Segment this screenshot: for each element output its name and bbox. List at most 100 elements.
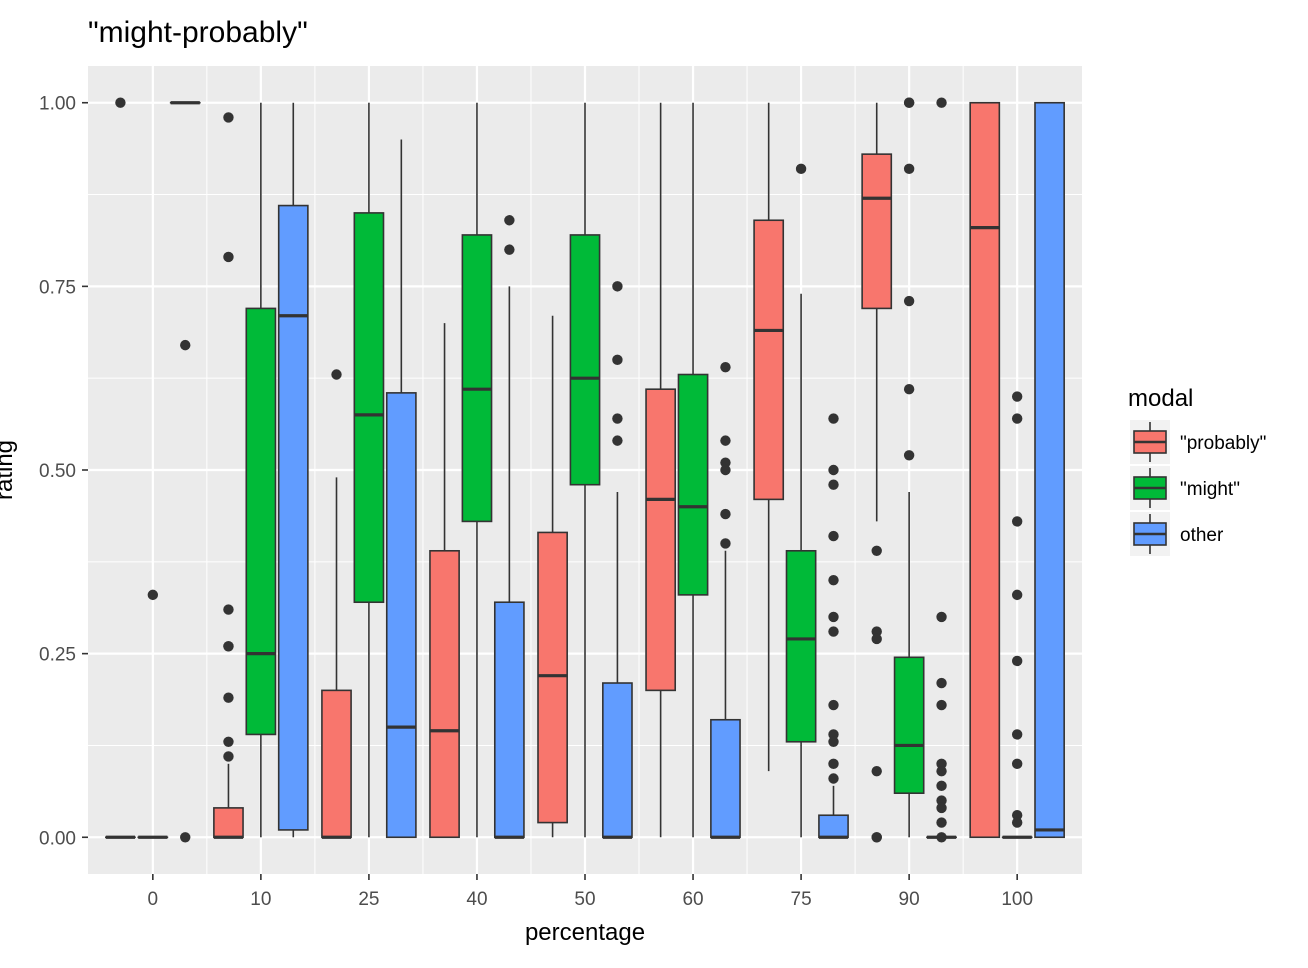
outlier-point	[903, 295, 915, 307]
box-iqr	[461, 234, 493, 523]
outlier-point	[223, 736, 234, 747]
outlier-point	[936, 802, 947, 814]
outlier-point	[720, 508, 731, 520]
legend: modal "probably" "might" other	[1128, 385, 1266, 556]
box-other-10	[277, 102, 309, 838]
outlier-point	[871, 633, 882, 645]
outlier-point	[828, 736, 839, 747]
outlier-point	[612, 281, 623, 292]
box-layer	[105, 97, 1065, 843]
x-tick-label: 75	[791, 889, 812, 910]
box-iqr	[429, 549, 460, 839]
x-tick-label: 90	[899, 889, 920, 910]
outlier-point	[871, 626, 882, 637]
outlier-point	[223, 251, 234, 263]
box-iqr	[677, 373, 709, 596]
outlier-point	[223, 112, 234, 123]
box-probably-25	[321, 369, 352, 839]
x-tick-label: 25	[358, 889, 379, 910]
outlier-point	[720, 361, 731, 373]
outlier-point	[331, 369, 342, 380]
outlier-point	[936, 832, 947, 843]
box-other-75	[818, 413, 849, 839]
outlier-point	[936, 97, 947, 108]
x-tick-label: 100	[1001, 889, 1033, 910]
box-might-75	[785, 163, 817, 838]
box-iqr	[213, 807, 244, 839]
chart-title: "might-probably"	[88, 16, 308, 49]
x-tick-label: 50	[574, 889, 595, 910]
outlier-point	[612, 435, 623, 446]
outlier-point	[936, 677, 947, 689]
legend-label: "might"	[1180, 479, 1240, 500]
outlier-point	[1011, 810, 1023, 821]
box-iqr	[818, 814, 849, 839]
outlier-point	[828, 773, 839, 784]
box-might-100	[1001, 391, 1033, 839]
outlier-point	[115, 97, 126, 108]
box-iqr	[321, 689, 352, 839]
box-other-0	[169, 101, 201, 843]
box-other-100	[1034, 101, 1065, 839]
y-tick-label: 0.50	[39, 461, 76, 482]
box-iqr	[602, 682, 633, 839]
outlier-point	[903, 384, 915, 395]
box-probably-100	[969, 101, 1001, 839]
box-might-25	[353, 102, 385, 838]
legend-label: other	[1180, 525, 1224, 546]
outlier-point	[936, 699, 947, 711]
box-iqr	[493, 601, 525, 839]
box-other-60	[710, 361, 741, 839]
box-iqr	[353, 212, 385, 604]
box-iqr	[1034, 101, 1065, 839]
outlier-point	[1011, 589, 1023, 601]
outlier-point	[612, 413, 623, 424]
outlier-point	[828, 574, 839, 586]
outlier-point	[504, 215, 515, 226]
box-other-25	[385, 139, 417, 839]
box-might-0	[137, 589, 169, 839]
box-iqr	[785, 549, 817, 743]
box-iqr	[710, 718, 741, 839]
outlier-point	[936, 758, 947, 770]
x-tick-label: 0	[148, 889, 159, 910]
outlier-point	[828, 758, 839, 770]
box-probably-50	[537, 315, 568, 838]
outlier-point	[936, 765, 947, 777]
outlier-point	[871, 765, 882, 777]
box-iqr	[245, 307, 277, 736]
outlier-point	[1011, 516, 1023, 527]
box-probably-75	[753, 102, 785, 772]
box-iqr	[277, 204, 309, 831]
y-tick-label: 0.25	[39, 645, 76, 666]
outlier-point	[223, 692, 234, 703]
box-probably-10	[213, 112, 244, 839]
box-probably-40	[429, 323, 460, 839]
outlier-point	[1011, 391, 1023, 402]
legend-label: "probably"	[1180, 433, 1266, 454]
outlier-point	[828, 479, 839, 490]
outlier-point	[936, 780, 947, 792]
outlier-point	[871, 832, 882, 843]
box-might-40	[461, 102, 493, 838]
outlier-point	[871, 545, 882, 556]
x-axis-title: percentage	[525, 919, 645, 946]
box-iqr	[969, 101, 1001, 839]
outlier-point	[828, 530, 839, 542]
outlier-point	[612, 354, 623, 366]
outlier-point	[1011, 758, 1023, 770]
outlier-point	[828, 464, 839, 476]
outlier-point	[795, 163, 807, 175]
box-probably-90	[861, 102, 893, 843]
outlier-point	[828, 413, 839, 424]
box-other-40	[493, 215, 525, 839]
y-tick-label: 1.00	[39, 94, 76, 115]
x-tick-label: 40	[466, 889, 487, 910]
box-iqr	[645, 388, 677, 692]
box-iqr	[753, 219, 785, 501]
outlier-point	[504, 244, 515, 255]
legend-title: modal	[1128, 385, 1193, 412]
box-might-50	[569, 102, 601, 838]
outlier-point	[828, 699, 839, 711]
